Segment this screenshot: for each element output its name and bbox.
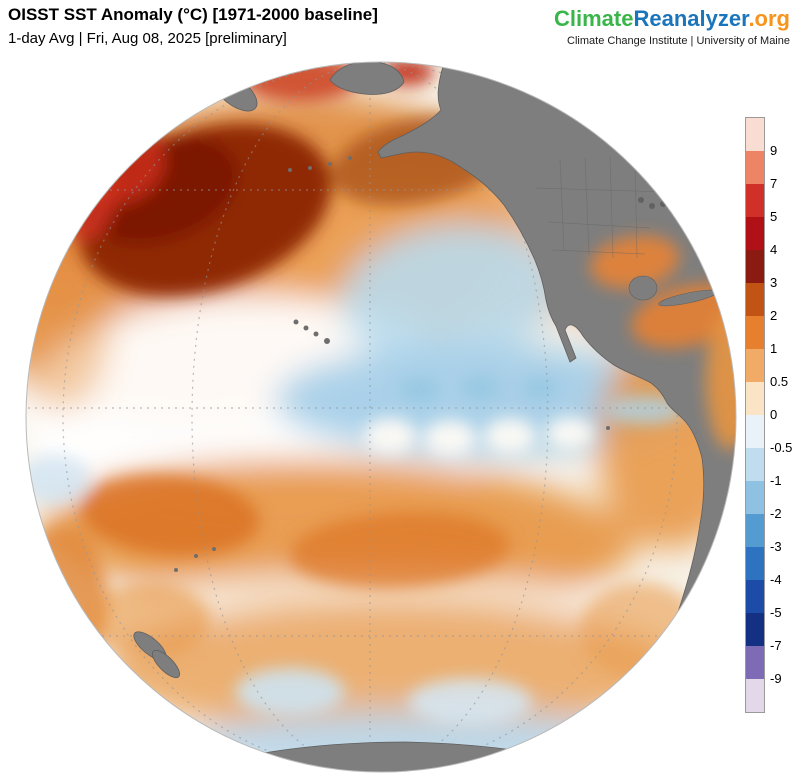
caribbean-islands bbox=[628, 275, 718, 307]
colorbar-tick-label: 1 bbox=[770, 341, 778, 356]
colorbar-segment bbox=[746, 217, 764, 250]
us-state-borders bbox=[535, 156, 669, 259]
colorbar-segment bbox=[746, 382, 764, 415]
colorbar-segment bbox=[746, 514, 764, 547]
colorbar-tick-label: -4 bbox=[770, 572, 782, 587]
colorbar-segment bbox=[746, 481, 764, 514]
page-subtitle: 1-day Avg | Fri, Aug 08, 2025 [prelimina… bbox=[8, 30, 287, 47]
land-yucatan bbox=[628, 275, 658, 301]
colorbar-segment bbox=[746, 646, 764, 679]
header: OISST SST Anomaly (°C) [1971-2000 baseli… bbox=[8, 5, 378, 47]
colorbar-tick-label: -7 bbox=[770, 638, 782, 653]
colorbar-tick-label: 3 bbox=[770, 275, 778, 290]
colorbar-segment bbox=[746, 580, 764, 613]
hudson-bay bbox=[640, 128, 696, 188]
colorbar-tick-label: 0.5 bbox=[770, 374, 789, 389]
colorbar-segment bbox=[746, 679, 764, 712]
colorbar-segment bbox=[746, 613, 764, 646]
colorbar-segment bbox=[746, 316, 764, 349]
hawaiian-islands bbox=[293, 319, 330, 344]
land-americas bbox=[377, 62, 736, 772]
colorbar-segment bbox=[746, 118, 764, 151]
colorbar-segment bbox=[746, 184, 764, 217]
land-antarctica bbox=[169, 741, 626, 772]
brand-tagline: Climate Change Institute | University of… bbox=[567, 35, 790, 47]
colorbar-segment bbox=[746, 448, 764, 481]
colorbar-segment bbox=[746, 349, 764, 382]
colorbar-segment bbox=[746, 151, 764, 184]
colorbar-tick-label: -0.5 bbox=[770, 440, 793, 455]
colorbar-tick-label: 9 bbox=[770, 143, 778, 158]
colorbar-tick-label: 7 bbox=[770, 176, 778, 191]
colorbar-segments bbox=[745, 117, 765, 713]
colorbar-tick-label: -3 bbox=[770, 539, 782, 554]
aleutian-islands bbox=[288, 156, 352, 172]
colorbar-tick-label: 2 bbox=[770, 308, 778, 323]
page-title: OISST SST Anomaly (°C) [1971-2000 baseli… bbox=[8, 5, 378, 24]
colorbar-segment bbox=[746, 415, 764, 448]
colorbar-segment bbox=[746, 283, 764, 316]
globe-rim bbox=[25, 61, 737, 773]
brand-climate: Climate bbox=[553, 6, 634, 31]
land-new-zealand bbox=[133, 631, 181, 679]
colorbar-tick-label: 5 bbox=[770, 209, 778, 224]
colorbar-ticks: 9 7 5 4 3 2 1 0.5 0 -0.5 -1 -2 -3 -4 -5 -7 -9 bbox=[770, 118, 800, 712]
brand-reanalyzer: Reanalyzer bbox=[633, 6, 749, 31]
sst-anomaly-cores bbox=[26, 62, 700, 726]
colorbar-segment bbox=[746, 547, 764, 580]
colorbar-tick-label: -9 bbox=[770, 671, 782, 686]
graticule bbox=[28, 62, 734, 772]
colorbar-tick-label: 0 bbox=[770, 407, 778, 422]
colorbar-tick-label: -1 bbox=[770, 473, 782, 488]
colorbar-tick-label: -5 bbox=[770, 605, 782, 620]
colorbar-tick-label: -2 bbox=[770, 506, 782, 521]
colorbar-segment bbox=[746, 250, 764, 283]
brand-org: .org bbox=[748, 6, 790, 31]
brand-block: ClimateReanalyzer.org Climate Change Ins… bbox=[554, 6, 790, 47]
brand-logo-link[interactable]: ClimateReanalyzer.org bbox=[554, 6, 790, 32]
colorbar-tick-label: 4 bbox=[770, 242, 778, 257]
